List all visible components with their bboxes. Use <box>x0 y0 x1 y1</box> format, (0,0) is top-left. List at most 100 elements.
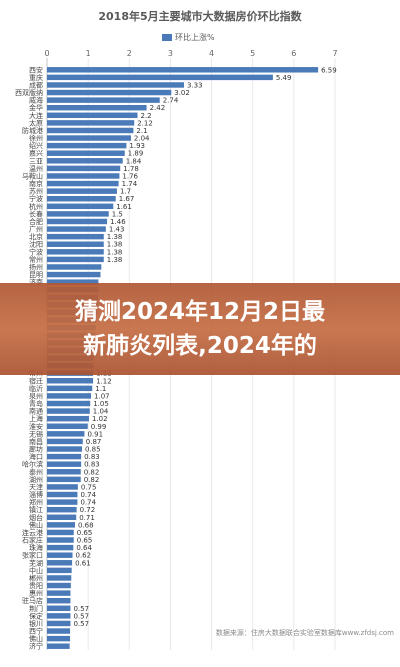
data-label: 2.1 <box>136 127 147 135</box>
bar <box>47 453 82 460</box>
category-label: 成都 <box>29 80 43 89</box>
category-label: 常州 <box>29 255 43 264</box>
bar <box>47 393 92 399</box>
category-label: 石家庄 <box>22 536 43 545</box>
category-label: 威海 <box>29 96 43 105</box>
bar <box>47 499 78 505</box>
category-label: 昆明 <box>29 271 43 279</box>
category-label: 济南 <box>29 278 43 287</box>
x-tick-label: 3 <box>168 49 173 58</box>
data-label: 1.04 <box>93 408 109 416</box>
category-label: 大连 <box>29 111 43 120</box>
data-label: 0.65 <box>77 529 93 537</box>
category-label: 廊坊 <box>29 445 43 454</box>
data-label: 1.38 <box>107 233 123 241</box>
category-label: 惠州 <box>29 589 43 598</box>
category-label: 南昌 <box>29 437 43 446</box>
bar <box>47 165 121 172</box>
category-label: 郴州 <box>29 573 43 582</box>
data-label: 0.87 <box>86 438 102 446</box>
data-label: 0.62 <box>76 552 92 560</box>
data-label: 1.93 <box>129 142 145 150</box>
category-label: 徐州 <box>29 134 43 143</box>
bar <box>47 211 109 217</box>
category-label: 烟台 <box>29 513 43 522</box>
data-label: 1.1 <box>95 385 106 393</box>
data-label: 3.02 <box>174 89 190 97</box>
data-label: 1.76 <box>122 172 138 180</box>
bar <box>47 256 104 263</box>
data-label: 1.07 <box>94 392 110 400</box>
data-label: 2.04 <box>134 135 150 143</box>
category-label: 泰州 <box>29 467 43 476</box>
bar <box>47 469 81 475</box>
legend-swatch <box>162 34 172 41</box>
category-label: 沈阳 <box>29 240 43 249</box>
category-label: 北京 <box>29 232 43 241</box>
data-label: 1.74 <box>122 180 138 188</box>
bar <box>47 279 99 285</box>
data-label: 0.74 <box>80 491 96 499</box>
category-label: 绍兴 <box>29 141 43 150</box>
data-label: 2.74 <box>163 97 179 105</box>
bar <box>47 575 72 581</box>
bar <box>47 431 85 437</box>
data-label: 2.2 <box>141 112 152 120</box>
category-label: 青岛 <box>29 399 43 408</box>
legend: 环比上涨% <box>162 32 215 43</box>
category-label: 广州 <box>29 225 43 234</box>
bar <box>47 620 71 627</box>
bar <box>47 590 71 596</box>
bar <box>47 142 127 149</box>
data-label: 6.59 <box>321 66 337 74</box>
category-label: 南通 <box>29 407 43 416</box>
bar <box>47 552 73 558</box>
category-label: 天津 <box>29 483 43 491</box>
bar <box>47 567 72 574</box>
data-label: 2.42 <box>150 104 166 112</box>
data-label: 0.75 <box>81 483 97 491</box>
bar <box>47 643 70 649</box>
bar <box>47 89 172 96</box>
category-label: 连云港 <box>22 528 43 537</box>
data-label: 1.78 <box>123 165 139 173</box>
category-label: 荆门 <box>29 604 43 613</box>
bar <box>47 582 71 589</box>
category-label: 保定 <box>29 611 43 620</box>
bar <box>47 597 71 604</box>
category-label: 西双版纳 <box>15 88 43 97</box>
bar <box>47 408 90 414</box>
x-tick-label: 6 <box>291 49 296 58</box>
category-label: 贵阳 <box>29 581 43 590</box>
category-label: 三亚 <box>29 157 43 165</box>
x-tick-label: 7 <box>332 49 337 58</box>
data-label: 0.82 <box>84 468 100 476</box>
data-label: 1.84 <box>126 157 142 165</box>
category-label: 哈尔滨 <box>22 460 43 469</box>
data-label: 1.38 <box>107 256 123 264</box>
bar <box>47 241 104 247</box>
bar <box>47 385 93 392</box>
category-label: 防城港 <box>22 126 43 135</box>
category-label: 张家口 <box>22 551 43 560</box>
category-label: 佛山 <box>29 520 43 529</box>
data-label: 1.38 <box>107 248 123 256</box>
bar <box>47 203 114 210</box>
data-label: 1.7 <box>120 188 131 196</box>
bar <box>47 560 73 566</box>
category-label: 宁波 <box>29 247 43 256</box>
category-label: 宿迁 <box>29 376 43 385</box>
data-label: 0.82 <box>84 476 100 484</box>
data-label: 0.57 <box>73 620 89 628</box>
data-label: 1.89 <box>128 150 144 158</box>
bar <box>47 378 94 384</box>
bar <box>47 271 101 278</box>
data-label: 1.38 <box>107 241 123 249</box>
bar <box>47 195 116 202</box>
data-label: 1.43 <box>109 226 125 234</box>
category-label: 嘉兴 <box>29 149 43 158</box>
category-label: 苏州 <box>29 187 43 196</box>
bar <box>47 613 71 619</box>
category-label: 淄博 <box>29 490 43 499</box>
bar <box>47 135 131 141</box>
